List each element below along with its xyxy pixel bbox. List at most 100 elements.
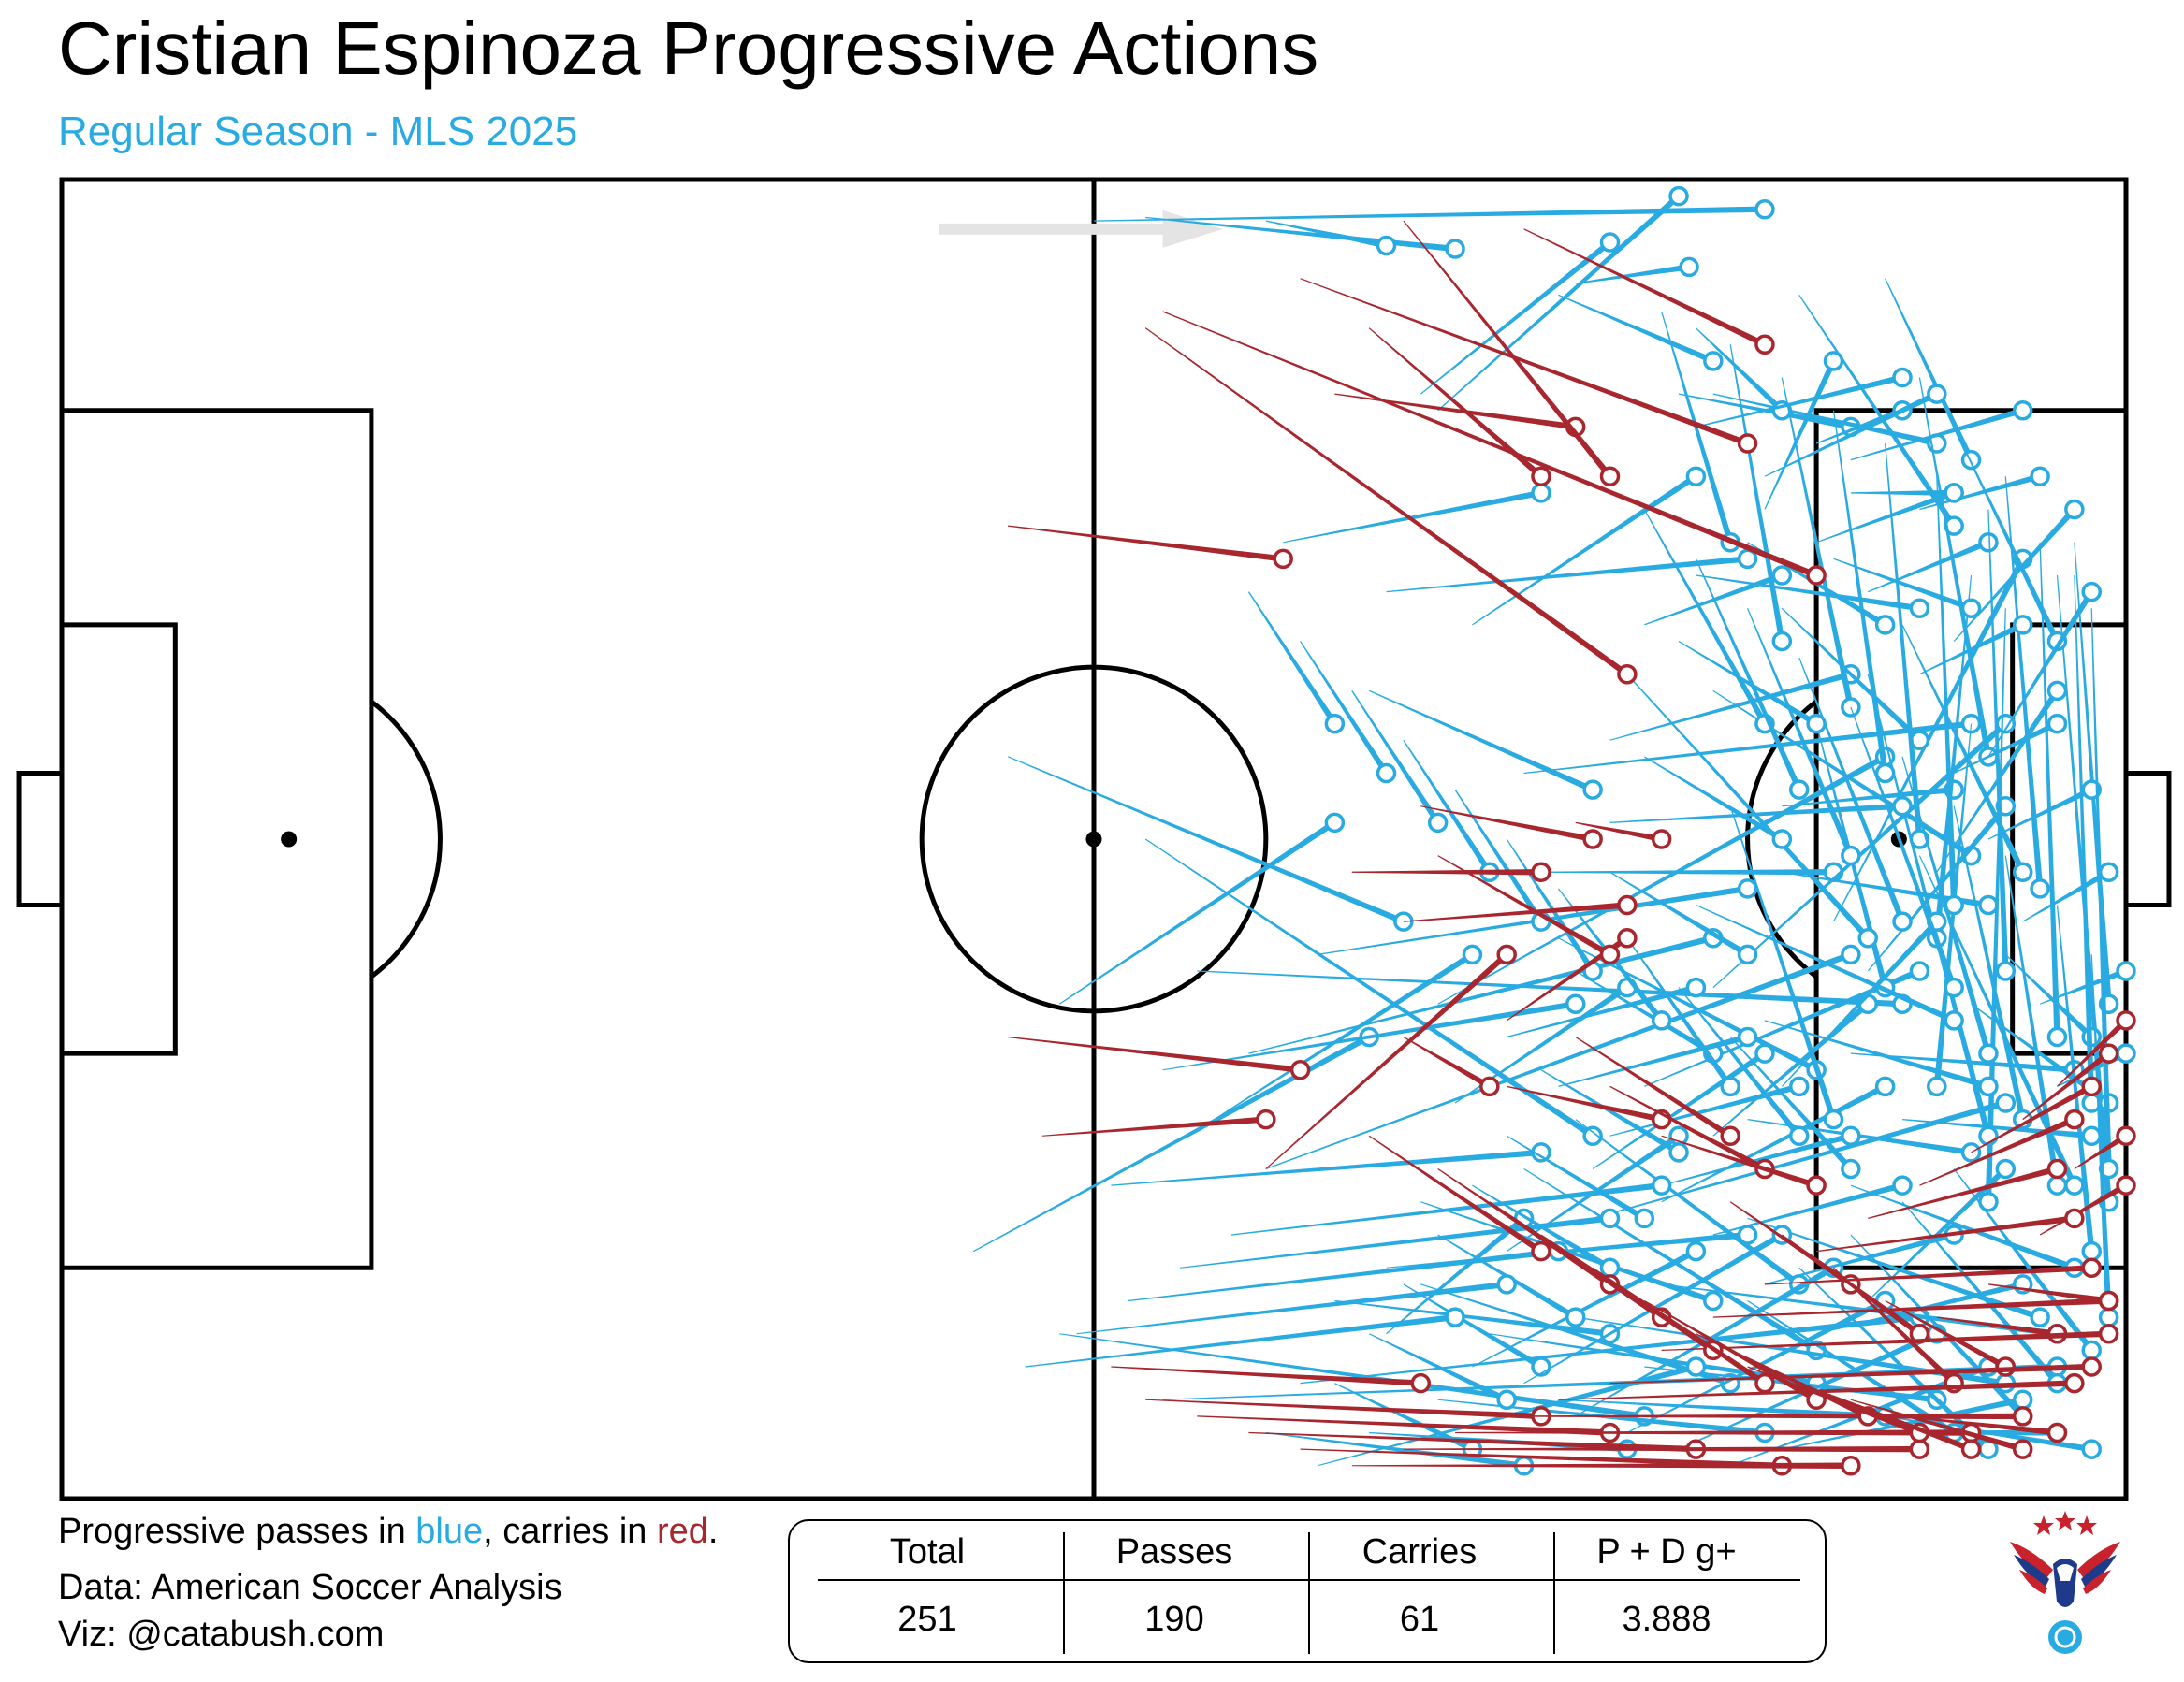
- progressive-pass-line: [1472, 473, 1698, 626]
- progressive-pass-end-marker: [1679, 256, 1699, 278]
- progressive-carry-end-marker: [1617, 664, 1638, 685]
- stats-value-total: 251: [897, 1600, 957, 1639]
- progressive-pass-end-marker: [1857, 928, 1878, 949]
- progressive-carry-end-marker: [2116, 1010, 2136, 1031]
- progressive-pass-end-marker: [2030, 1307, 2050, 1327]
- progressive-pass-end-marker: [1978, 1043, 1999, 1064]
- progressive-pass-end-marker: [1978, 532, 1999, 553]
- progressive-pass-line: [1523, 1168, 1818, 1354]
- progressive-pass-end-marker: [1582, 779, 1603, 800]
- progressive-pass-line: [2039, 542, 2060, 1037]
- progressive-pass-line: [1128, 1248, 1559, 1302]
- progressive-pass-line: [1437, 1399, 1766, 1436]
- progressive-pass: [1351, 690, 1449, 834]
- progressive-carry: [1661, 1324, 2119, 1351]
- progressive-carry-line: [1300, 278, 1749, 446]
- progressive-carry-line: [1661, 1135, 1818, 1189]
- progressive-pass-end-marker: [1462, 944, 1483, 965]
- progressive-pass-end-marker: [1445, 1307, 1465, 1327]
- progressive-carry-line: [1712, 1298, 2109, 1318]
- progressive-pass: [1540, 1069, 1689, 1163]
- progressive-pass-line: [1781, 919, 1940, 1087]
- progressive-carry-end-marker: [1599, 944, 1621, 965]
- progressive-pass: [1850, 706, 1964, 998]
- progressive-pass-end-marker: [2116, 1043, 2136, 1064]
- progressive-carry-line: [1850, 1399, 2024, 1453]
- progressive-pass-line: [1953, 1168, 2094, 1353]
- progressive-carry-end-marker: [2046, 1422, 2068, 1443]
- progressive-carry: [1971, 1076, 2102, 1153]
- progressive-pass-line: [1609, 671, 1852, 741]
- progressive-carry-end-marker: [2064, 1109, 2085, 1130]
- progressive-pass-end-marker: [1823, 1109, 1844, 1130]
- progressive-carry: [1764, 1257, 2102, 1285]
- progressive-pass: [1833, 558, 1982, 618]
- progressive-pass: [1437, 185, 1689, 412]
- right-goal: [2123, 771, 2172, 907]
- progressive-carry-line: [1764, 1265, 2092, 1285]
- progressive-pass-end-marker: [2012, 1389, 2033, 1410]
- progressive-pass: [1111, 1142, 1551, 1186]
- progressive-carry-end-marker: [2046, 1158, 2068, 1180]
- progressive-pass-end-marker: [2046, 1175, 2068, 1196]
- progressive-pass-end-marker: [2012, 862, 2033, 882]
- progressive-pass-line: [1933, 574, 1973, 939]
- progressive-carry-end-marker: [1289, 1060, 1311, 1080]
- progressive-carry: [1041, 1109, 1276, 1137]
- progressive-pass-line: [1007, 756, 1405, 925]
- progressive-pass: [1643, 509, 1775, 734]
- progressive-carry: [1850, 1399, 2033, 1459]
- progressive-pass-line: [1351, 690, 1441, 825]
- stats-table: Total 251 Passes 190 Carries 61 P + D g+…: [788, 1519, 1827, 1663]
- progressive-pass: [1058, 812, 1346, 1005]
- progressive-pass: [1076, 1274, 1517, 1335]
- progressive-carry-line: [1368, 327, 1544, 479]
- progressive-pass-line: [2004, 953, 2094, 1039]
- progressive-pass-line: [1076, 1281, 1507, 1335]
- progressive-pass: [1953, 713, 2068, 774]
- progressive-carry-line: [1506, 935, 1629, 1022]
- stats-value-passes: 190: [1144, 1600, 1204, 1639]
- progressive-pass-end-marker: [1857, 993, 1878, 1014]
- progressive-carry-line: [1833, 1267, 1957, 1385]
- progressive-carry-end-marker: [2012, 1406, 2033, 1427]
- legend-red-word: red: [656, 1512, 708, 1551]
- progressive-carry: [1868, 1158, 2068, 1219]
- pitch-chart: [16, 177, 2172, 1501]
- progressive-pass-end-marker: [1737, 1026, 1758, 1048]
- progressive-pass-line: [1162, 1001, 1577, 1071]
- progressive-pass-line: [1558, 294, 1715, 364]
- progressive-carry-end-marker: [2116, 1175, 2136, 1196]
- progressive-pass-line: [1678, 987, 1802, 1138]
- progressive-pass-line: [1885, 278, 1974, 461]
- progressive-pass-end-marker: [1703, 1290, 1724, 1312]
- progressive-pass-line: [1832, 410, 1888, 774]
- progressive-pass-line: [1454, 789, 1544, 923]
- progressive-pass: [1747, 608, 1861, 866]
- progressive-carry-end-marker: [1754, 334, 1775, 355]
- progressive-carry-line: [1661, 1330, 2109, 1351]
- progressive-pass-end-marker: [1874, 615, 1896, 635]
- progressive-pass-line: [1540, 1069, 1681, 1155]
- progressive-carry-end-marker: [2098, 1043, 2119, 1064]
- progressive-pass-line: [1867, 1167, 2008, 1301]
- progressive-pass-line: [1403, 1283, 1543, 1370]
- progressive-pass-line: [1111, 1149, 1542, 1186]
- progressive-pass-end-marker: [1874, 1076, 1896, 1097]
- progressive-pass-end-marker: [1909, 829, 1930, 849]
- center-spot: [1085, 831, 1102, 848]
- progressive-pass-end-marker: [1771, 829, 1793, 849]
- progressive-carry: [1265, 944, 1517, 1169]
- legend-blue-word: blue: [415, 1512, 484, 1551]
- progressive-pass-line: [1059, 1333, 1645, 1419]
- progressive-pass-line: [1729, 1037, 1854, 1171]
- progressive-pass: [1403, 739, 1500, 882]
- progressive-carry: [1919, 1109, 2085, 1186]
- progressive-carry: [1575, 821, 1672, 849]
- progressive-pass-line: [2090, 954, 2112, 1318]
- progressive-pass-end-marker: [1651, 1010, 1672, 1031]
- progressive-pass: [1729, 1037, 1861, 1180]
- progressive-pass-end-marker: [2081, 1340, 2102, 1361]
- progressive-carry-line: [1437, 1168, 1612, 1287]
- progressive-pass-end-marker: [1685, 1356, 1707, 1377]
